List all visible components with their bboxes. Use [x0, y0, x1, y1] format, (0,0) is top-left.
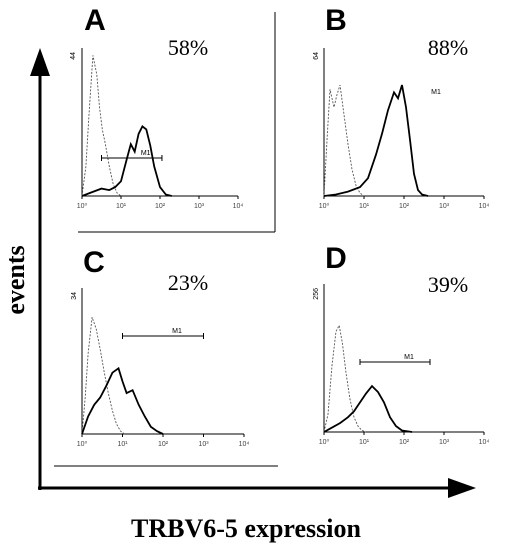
panel-a-series-stained-line — [81, 125, 172, 197]
panel-c-x-tick-label-1: 10¹ — [117, 441, 128, 448]
panel-b: B 88% 64 10⁰ 10¹ 10² 10³ 10⁴ M1 — [313, 4, 489, 210]
panel-a-percent: 58% — [168, 35, 208, 60]
panel-d-x-tick-label-1: 10¹ — [359, 439, 370, 446]
panel-b-x-tick-label-2: 10² — [399, 203, 410, 210]
panel-c-letter: C — [83, 246, 105, 279]
panel-d-x-tick-label-3: 10³ — [439, 439, 450, 446]
panel-d-y-tick-label: 256 — [313, 288, 320, 300]
panel-b-y-tick-label: 64 — [313, 52, 320, 60]
panel-a-gate-label: M1 — [141, 150, 151, 157]
panel-c-series-control-line — [81, 317, 125, 435]
panel-frames — [54, 12, 278, 467]
panel-b-series-control-line — [323, 84, 365, 197]
panel-a-x-tick-label-2: 10² — [155, 203, 166, 210]
panel-b-x-tick-label-3: 10³ — [439, 203, 450, 210]
panel-c-y-tick-label: 34 — [71, 292, 78, 300]
x-axis-arrowhead — [448, 478, 476, 498]
panel-d-letter: D — [325, 242, 347, 275]
panels: A 58% 44 10⁰ 10¹ 10² 10³ 10⁴ M1 B 88% 64 10⁰ 10¹ 10² 10… — [70, 4, 489, 448]
panel-d-series-stained-line — [323, 384, 413, 433]
panel-a: A 58% 44 10⁰ 10¹ 10² 10³ 10⁴ M1 — [70, 4, 243, 210]
panel-b-series-stained-line — [323, 84, 429, 197]
panel-c-x-tick-label-0: 10⁰ — [77, 440, 88, 448]
panel-c: C 23% 34 10⁰ 10¹ 10² 10³ 10⁴ M1 — [71, 246, 249, 448]
panel-d-series-control-line — [323, 324, 367, 433]
panel-c-x-tick-label-4: 10⁴ — [239, 441, 250, 448]
y-axis-title: events — [1, 245, 30, 314]
panel-c-x-tick-label-2: 10² — [158, 441, 169, 448]
panel-a-x-tick-label-4: 10⁴ — [233, 203, 244, 210]
panel-d-x-tick-label-2: 10² — [399, 439, 410, 446]
panel-c-series-stained-line — [81, 366, 164, 435]
panel-d-gate-label: M1 — [404, 354, 414, 361]
y-axis-arrowhead — [30, 48, 50, 76]
panel-d: D 39% 256 10⁰ 10¹ 10² 10³ 10⁴ M1 — [313, 242, 489, 446]
panel-b-x-tick-label-4: 10⁴ — [479, 203, 490, 210]
panel-b-percent: 88% — [428, 35, 468, 60]
panel-b-gate-label: M1 — [431, 89, 441, 96]
panel-a-series-control-line — [81, 55, 122, 197]
panel-d-x-tick-label-0: 10⁰ — [319, 438, 330, 446]
panel-a-y-tick-label: 44 — [70, 52, 77, 60]
panel-b-x-tick-label-0: 10⁰ — [319, 202, 330, 210]
panel-d-percent: 39% — [428, 272, 468, 297]
panel-b-letter: B — [325, 4, 347, 37]
x-axis-title: TRBV6-5 expression — [131, 514, 361, 543]
panel-c-x-tick-label-3: 10³ — [198, 441, 209, 448]
panel-a-letter: A — [84, 4, 106, 37]
panel-c-percent: 23% — [168, 270, 208, 295]
panel-a-x-tick-label-1: 10¹ — [116, 203, 127, 210]
panel-d-x-tick-label-4: 10⁴ — [479, 439, 490, 446]
panel-c-gate-label: M1 — [172, 328, 182, 335]
panel-a-x-tick-label-3: 10³ — [194, 203, 205, 210]
panel-b-x-tick-label-1: 10¹ — [359, 203, 370, 210]
panel-a-x-tick-label-0: 10⁰ — [77, 202, 88, 210]
